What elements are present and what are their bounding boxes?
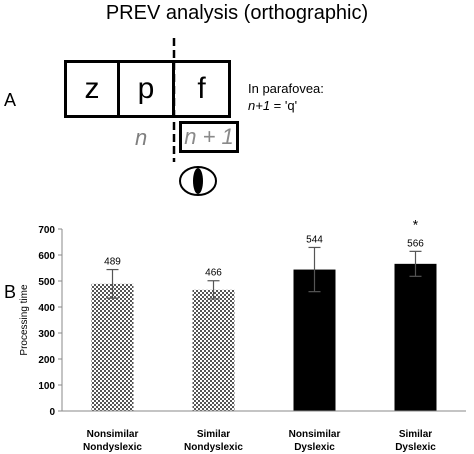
y-axis-label: Processing time: [19, 284, 30, 356]
y-tick-label: 300: [38, 329, 55, 340]
fixation-diagram: [172, 38, 217, 196]
y-tick-label: 700: [38, 225, 55, 236]
letter-box-3: f: [172, 60, 231, 118]
x-category-label: Nondyslexic: [184, 442, 243, 453]
data-label-1: 489: [104, 257, 121, 268]
parafovea-line-1: In parafovea:: [248, 81, 324, 96]
x-category-label: Similar: [197, 429, 230, 440]
panel-b-label: B: [4, 282, 17, 302]
data-label-4: 566: [407, 238, 424, 249]
parafovea-note: In parafovea: n+1 = 'q': [248, 80, 324, 114]
x-category-label: Dyslexic: [294, 442, 335, 453]
bar-1: [91, 283, 134, 411]
parafovea-line-2: n+1 = 'q': [248, 97, 324, 114]
data-label-3: 544: [306, 234, 323, 245]
parafovea-n-plus-1: n+1: [248, 98, 271, 113]
y-tick-label: 600: [38, 251, 55, 262]
x-category-label: Similar: [399, 429, 432, 440]
x-category-label: Nondyslexic: [83, 442, 142, 453]
x-category-label: Nonsimilar: [289, 429, 341, 440]
position-n-label: n: [135, 125, 148, 150]
eye-icon: [179, 166, 217, 196]
x-category-label: Nonsimilar: [87, 429, 139, 440]
bar-3: [293, 269, 336, 411]
data-label-2: 466: [205, 268, 222, 279]
letter-3: f: [197, 72, 206, 105]
letter-2: p: [137, 72, 155, 105]
x-axis-categories: Nonsimilar Nondyslexic Similar Nondyslexic N…: [83, 429, 436, 453]
position-n-plus-1-box: n + 1: [179, 121, 239, 153]
figure-title: PREV analysis (orthographic): [105, 2, 369, 24]
letter-1: z: [84, 72, 100, 105]
y-tick-label: 500: [38, 277, 55, 288]
letter-box-1: z: [64, 60, 120, 118]
y-tick-label: 200: [38, 355, 55, 366]
y-axis-ticks: 0 100 200 300 400 500 600 700: [38, 225, 62, 418]
y-tick-label: 100: [38, 381, 55, 392]
panel-a-label: A: [4, 90, 17, 110]
bar-2: [192, 289, 235, 411]
bars: 489 466 544 566 *: [91, 216, 437, 411]
significance-marker: *: [413, 216, 419, 232]
y-tick-label: 0: [49, 407, 55, 418]
parafovea-value: = 'q': [270, 98, 298, 113]
position-n-plus-1-label: n + 1: [184, 124, 234, 149]
y-tick-label: 400: [38, 303, 55, 314]
x-category-label: Dyslexic: [395, 442, 436, 453]
bar-chart: Processing time 0 100 200 300 400 500 600 700 4…: [19, 216, 466, 453]
bar-4: [394, 263, 437, 411]
